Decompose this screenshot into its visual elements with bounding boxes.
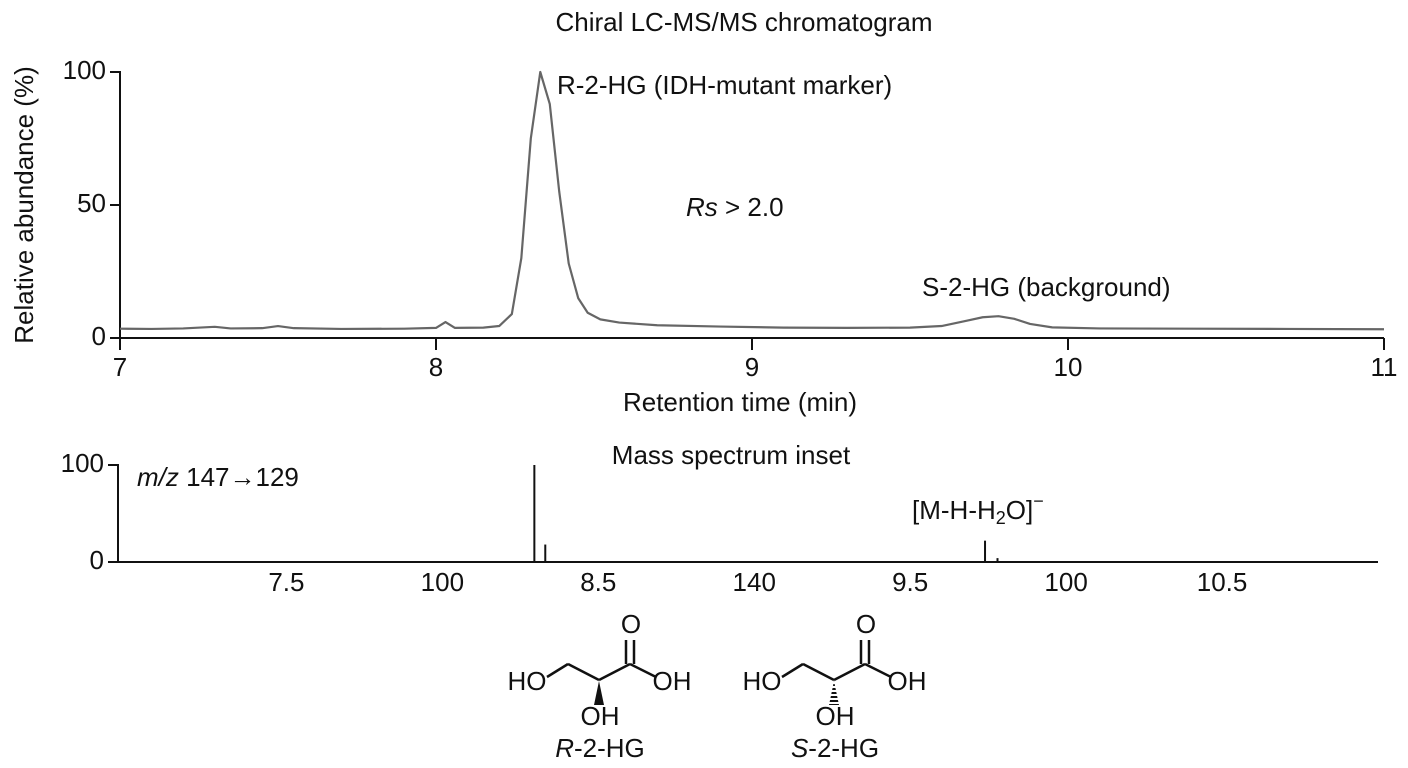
annotation-italic: m/z: [137, 462, 179, 492]
annotation: R-2-HG (IDH-mutant marker): [557, 70, 892, 100]
annotation: [M-H-H2O]−: [912, 491, 1044, 528]
x-tick-label: 10.5: [1197, 567, 1248, 597]
caption-italic: S: [791, 733, 809, 763]
bond: [546, 662, 569, 679]
structure-caption: S-2-HG: [791, 733, 879, 763]
caption-text: -2-HG: [574, 733, 645, 763]
y-tick-label: 0: [92, 321, 106, 351]
atom-label: OH: [816, 701, 855, 731]
x-tick-label: 100: [421, 567, 464, 597]
structure-caption: R-2-HG: [555, 733, 645, 763]
chromatogram-trace: [119, 70, 1385, 331]
annotation-italic: Rs: [686, 192, 718, 222]
chart-title: Chiral LC-MS/MS chromatogram: [555, 7, 932, 37]
atom-label: HO: [743, 666, 782, 696]
bond: [833, 662, 866, 682]
atom-label: O: [856, 609, 876, 639]
atom-label: OH: [653, 666, 692, 696]
bond: [567, 662, 600, 682]
annotation-text: > 2.0: [718, 192, 784, 222]
y-tick-label: 100: [61, 448, 104, 478]
caption-italic: R: [555, 733, 574, 763]
y-tick-label: 100: [63, 55, 106, 85]
annotation-part: 2: [996, 508, 1006, 528]
x-tick-label: 10: [1054, 352, 1083, 382]
annotation: Rs > 2.0: [686, 192, 784, 222]
bond: [598, 662, 631, 682]
x-tick-label: 8.5: [580, 567, 616, 597]
bond: [864, 662, 892, 679]
x-axis-label: Retention time (min): [623, 387, 857, 417]
annotation-text: R-2-HG (IDH-mutant marker): [557, 70, 892, 100]
bond: [802, 662, 835, 682]
atom-label: OH: [581, 701, 620, 731]
bond: [781, 662, 804, 679]
annotation: m/z 147→129: [137, 462, 299, 492]
annotation: S-2-HG (background): [922, 272, 1171, 302]
x-tick-label: 9: [745, 352, 759, 382]
hash-bond: [829, 681, 839, 705]
wedge-bond: [594, 681, 604, 705]
y-axis-label: Relative abundance (%): [9, 66, 39, 344]
atom-label: HO: [508, 666, 547, 696]
atom-label: OH: [888, 666, 927, 696]
x-tick-label: 7.5: [268, 567, 304, 597]
x-tick-label: 8: [429, 352, 443, 382]
annotation-part: [M-H-H: [912, 495, 996, 525]
y-tick-label: 0: [90, 545, 104, 575]
x-tick-label: 140: [733, 567, 776, 597]
chart-title: Mass spectrum inset: [612, 440, 851, 470]
x-tick-label: 100: [1044, 567, 1087, 597]
annotation-text: 147→129: [179, 462, 299, 492]
x-tick-label: 11: [1371, 352, 1398, 382]
y-tick-label: 50: [77, 188, 106, 218]
annotation-part: O]: [1006, 495, 1033, 525]
atom-label: O: [621, 609, 641, 639]
bond: [629, 662, 657, 679]
annotation-part: −: [1033, 491, 1044, 511]
annotation-text: S-2-HG (background): [922, 272, 1171, 302]
x-tick-label: 9.5: [892, 567, 928, 597]
caption-text: -2-HG: [808, 733, 879, 763]
x-tick-label: 7: [113, 352, 127, 382]
